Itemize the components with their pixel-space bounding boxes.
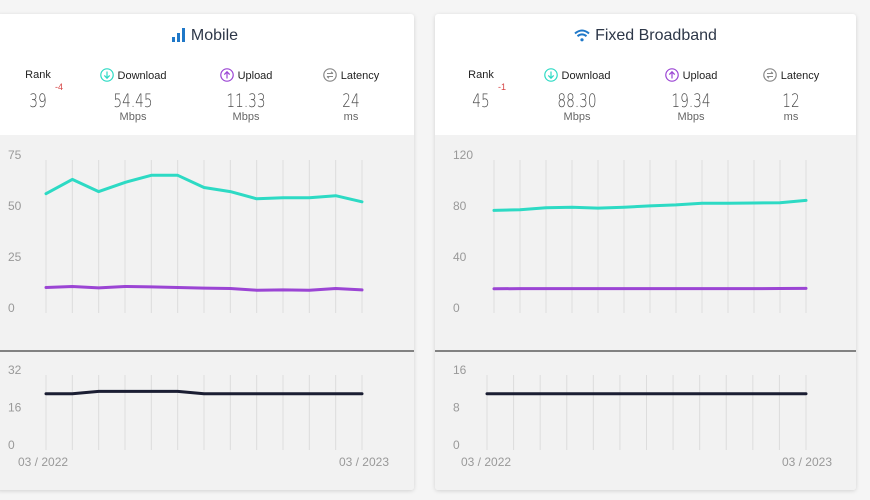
rank-change: -1 (498, 82, 507, 92)
mobile-speed-upload-line (44, 285, 364, 292)
mobile-upload-stat: Upload 11.33 Mbps (206, 68, 286, 124)
mobile-charts: 0 25 50 75 0 16 32 03 / 2022 03 / 2023 (0, 148, 414, 469)
fixed-card-title: Fixed Broadband (435, 25, 856, 47)
mobile-card: Mobile Rank 39 -4 Download 54.45 Mbps Up… (0, 14, 414, 490)
rank-label: Rank (25, 69, 51, 81)
mobile-x-tick-label-end: 03 / 2023 (339, 455, 389, 469)
fixed-x-tick-label-start: 03 / 2022 (461, 455, 511, 469)
fixed-x-tick-label-end: 03 / 2023 (782, 455, 832, 469)
fixed-latency-y-tick-label: 0 (453, 438, 460, 452)
fixed-speed-y-tick-label: 120 (453, 148, 473, 162)
mobile-chart-area: 0 25 50 75 0 16 32 03 / 2022 03 / 2023 (0, 135, 414, 490)
mobile-speed-y-tick-label: 75 (8, 148, 22, 162)
mobile-card-title: Mobile (0, 25, 414, 47)
fixed-latency-stat: Latency 12 ms (751, 68, 831, 124)
latency-label: Latency (311, 68, 391, 82)
fixed-speed-y-tick-label: 40 (453, 250, 467, 264)
fixed-upload-stat: Upload 19.34 Mbps (651, 68, 731, 124)
latency-value: 24 (342, 90, 360, 112)
download-unit: Mbps (563, 111, 591, 123)
download-arrow-icon (99, 68, 114, 86)
download-label: Download (532, 68, 622, 82)
fixed-rank-stat: Rank 45 (459, 68, 503, 113)
mobile-latency-y-tick-label: 32 (8, 363, 22, 377)
fixed-speed-download-line (492, 198, 808, 212)
mobile-latency-y-tick-label: 0 (8, 438, 15, 452)
mobile-speed-y-tick-label: 25 (8, 250, 22, 264)
latency-label: Latency (751, 68, 831, 82)
rank-value: 45 (472, 90, 490, 112)
latency-arrows-icon (762, 68, 777, 86)
mobile-x-tick-label-start: 03 / 2022 (18, 455, 68, 469)
download-label-text: Download (561, 70, 611, 82)
mobile-speed-download-line (44, 173, 364, 204)
rank-value: 39 (29, 90, 47, 112)
upload-label-text: Upload (682, 70, 718, 82)
fixed-latency-y-tick-label: 8 (453, 401, 460, 415)
latency-value: 12 (782, 90, 800, 112)
mobile-download-stat: Download 54.45 Mbps (88, 68, 178, 124)
mobile-latency-y-tick-label: 16 (8, 401, 22, 415)
fixed-speed-y-tick-label: 0 (453, 301, 460, 315)
fixed-speed-y-tick-label: 80 (453, 199, 467, 213)
download-value: 88.30 (557, 90, 597, 112)
download-label: Download (88, 68, 178, 82)
latency-arrows-icon (322, 68, 337, 86)
fixed-latency-y-tick-label: 16 (453, 363, 467, 377)
mobile-latency-stat: Latency 24 ms (311, 68, 391, 124)
latency-label-text: Latency (340, 70, 380, 82)
upload-arrow-icon (219, 68, 234, 86)
fixed-charts: 0 40 80 120 0 8 16 03 / 2022 03 / 2023 (435, 148, 856, 469)
download-arrow-icon (543, 68, 558, 86)
latency-unit: ms (783, 111, 799, 123)
mobile-speed-y-tick-label: 50 (8, 199, 22, 213)
wifi-icon (574, 27, 590, 49)
latency-unit: ms (343, 111, 359, 123)
mobile-latency-latency-line (44, 389, 364, 396)
download-unit: Mbps (119, 111, 147, 123)
upload-value: 11.33 (226, 90, 266, 112)
upload-label: Upload (206, 68, 286, 82)
upload-unit: Mbps (677, 111, 705, 123)
fixed-title-text: Fixed Broadband (595, 27, 717, 44)
download-label-text: Download (117, 70, 167, 82)
fixed-broadband-card: Fixed Broadband Rank 45 -1 Download 88.3… (435, 14, 856, 490)
signal-bars-icon (171, 27, 186, 49)
upload-label: Upload (651, 68, 731, 82)
download-value: 54.45 (113, 90, 153, 112)
rank-change: -4 (55, 82, 64, 92)
fixed-chart-area: 0 40 80 120 0 8 16 03 / 2022 03 / 2023 (435, 135, 856, 490)
upload-unit: Mbps (232, 111, 260, 123)
upload-value: 19.34 (671, 90, 711, 112)
upload-arrow-icon (664, 68, 679, 86)
fixed-download-stat: Download 88.30 Mbps (532, 68, 622, 124)
latency-label-text: Latency (780, 70, 820, 82)
mobile-speed-y-tick-label: 0 (8, 301, 15, 315)
rank-label: Rank (468, 69, 494, 81)
mobile-title-text: Mobile (190, 27, 239, 44)
upload-label-text: Upload (237, 70, 273, 82)
mobile-rank-stat: Rank 39 (16, 68, 60, 113)
